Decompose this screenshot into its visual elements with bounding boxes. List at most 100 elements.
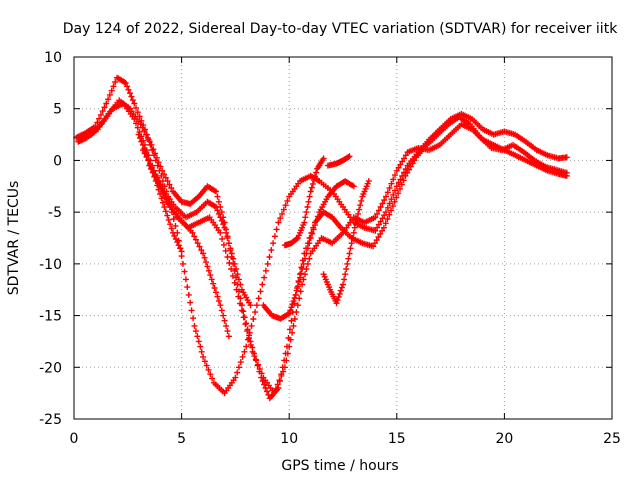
data-point [393, 167, 400, 174]
data-point [277, 215, 284, 222]
data-point [196, 243, 203, 250]
data-point [299, 281, 306, 288]
data-point [218, 217, 225, 224]
data-point [211, 285, 218, 291]
y-tick-label: -10 [39, 257, 62, 273]
data-point [280, 206, 287, 213]
data-point [340, 281, 346, 288]
data-point [282, 202, 289, 209]
data-point [293, 309, 300, 316]
data-point [185, 291, 192, 298]
data-point [197, 343, 204, 350]
data-point [143, 131, 150, 138]
x-tick-label: 15 [388, 431, 406, 447]
data-point [283, 357, 290, 364]
data-point [106, 91, 113, 98]
data-point [131, 100, 138, 107]
data-point [350, 183, 357, 190]
data-point [180, 260, 186, 267]
data-point [103, 100, 110, 107]
data-point [392, 172, 398, 179]
data-point [166, 181, 173, 188]
data-point [384, 204, 391, 211]
data-point [402, 172, 409, 179]
data-point [399, 158, 406, 165]
data-point [372, 227, 379, 234]
data-point [266, 254, 273, 260]
data-point [228, 250, 235, 257]
data-point [134, 124, 141, 131]
data-point [223, 229, 230, 236]
data-point [284, 350, 291, 357]
data-point [213, 188, 219, 195]
data-point [386, 200, 393, 207]
data-point [299, 266, 306, 272]
data-point [215, 198, 222, 205]
data-point [141, 128, 148, 135]
data-point [158, 195, 165, 202]
data-point [336, 290, 343, 297]
data-point [386, 185, 393, 191]
data-point [379, 200, 386, 207]
data-point [307, 235, 314, 241]
data-point [358, 197, 365, 204]
data-point [286, 326, 293, 333]
data-point [125, 86, 132, 93]
data-point [192, 328, 199, 335]
data-point [214, 193, 221, 200]
data-point [381, 212, 388, 219]
data-point [147, 160, 153, 167]
series-track [324, 153, 353, 169]
data-point [110, 83, 117, 90]
data-point [274, 381, 281, 388]
data-point [148, 141, 155, 148]
data-point [134, 109, 141, 116]
x-tick-label: 20 [495, 431, 513, 447]
data-point [188, 307, 195, 314]
data-point [241, 348, 248, 355]
data-point [112, 79, 119, 85]
data-point [244, 328, 251, 335]
data-point [314, 213, 321, 220]
data-point [259, 281, 266, 288]
data-point [308, 229, 315, 236]
data-point [357, 202, 364, 209]
data-point [313, 169, 320, 176]
data-point [230, 255, 237, 262]
data-point [268, 247, 275, 254]
data-point [388, 180, 395, 187]
data-point [191, 233, 198, 240]
data-point [203, 259, 209, 266]
data-point [313, 217, 320, 224]
data-point [184, 284, 191, 291]
data-point [124, 83, 131, 90]
data-point [253, 302, 260, 309]
data-point [255, 361, 261, 368]
data-point [252, 309, 259, 316]
data-point [375, 234, 382, 240]
data-point [174, 239, 181, 246]
data-point [383, 209, 389, 216]
data-point [213, 204, 219, 210]
data-point [240, 314, 247, 321]
data-point [247, 341, 254, 348]
data-point [135, 131, 142, 138]
data-point [388, 207, 395, 214]
data-point [298, 270, 304, 277]
data-point [389, 203, 396, 210]
data-point [137, 135, 143, 141]
data-point [192, 236, 199, 243]
data-point [375, 207, 382, 214]
data-point [153, 154, 160, 161]
data-point [380, 224, 387, 231]
data-point [218, 307, 225, 314]
data-point [237, 300, 244, 307]
data-point [304, 245, 311, 252]
data-point [563, 154, 570, 161]
data-point [289, 329, 296, 336]
data-point [145, 157, 152, 164]
x-tick-label: 10 [280, 431, 298, 447]
data-point [333, 300, 340, 307]
data-point [286, 343, 293, 350]
data-point [291, 295, 298, 301]
